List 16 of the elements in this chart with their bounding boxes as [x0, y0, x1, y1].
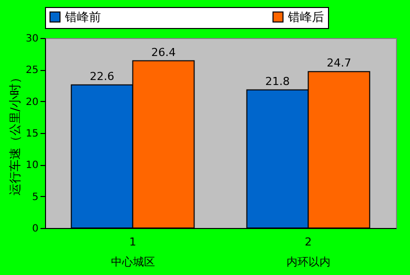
legend-label: 错峰后: [287, 10, 324, 24]
y-tick-label: 5: [32, 192, 38, 203]
y-axis-title: 运行车速（公里/小时）: [8, 71, 22, 196]
x-tick-label: 2 内环以内: [286, 236, 330, 268]
data-label: 24.7: [326, 56, 352, 70]
y-tick-label: 0: [32, 224, 38, 234]
y-tick-label: 25: [26, 65, 38, 76]
data-label: 22.6: [90, 70, 114, 83]
data-label: 21.8: [265, 74, 290, 88]
y-tick-label: 30: [26, 34, 38, 44]
legend-label: 错峰前: [64, 10, 101, 24]
y-tick-label: 20: [26, 96, 38, 108]
y-tick-label: 10: [26, 160, 38, 172]
data-label: 26.4: [151, 46, 176, 59]
y-tick-label: 15: [26, 128, 38, 140]
x-tick-label: 1 中心城区: [110, 236, 155, 268]
